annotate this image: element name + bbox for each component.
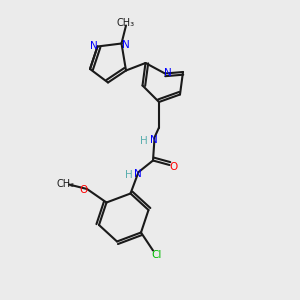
- Text: Cl: Cl: [152, 250, 162, 260]
- Text: N: N: [134, 169, 142, 179]
- Text: O: O: [80, 185, 88, 195]
- Text: N: N: [164, 68, 172, 78]
- Text: CH₃: CH₃: [56, 179, 74, 189]
- Text: N: N: [90, 41, 98, 51]
- Text: O: O: [169, 162, 177, 172]
- Text: N: N: [122, 40, 129, 50]
- Text: N: N: [150, 135, 158, 145]
- Text: CH₃: CH₃: [117, 19, 135, 28]
- Text: H: H: [140, 136, 148, 146]
- Text: H: H: [124, 170, 132, 180]
